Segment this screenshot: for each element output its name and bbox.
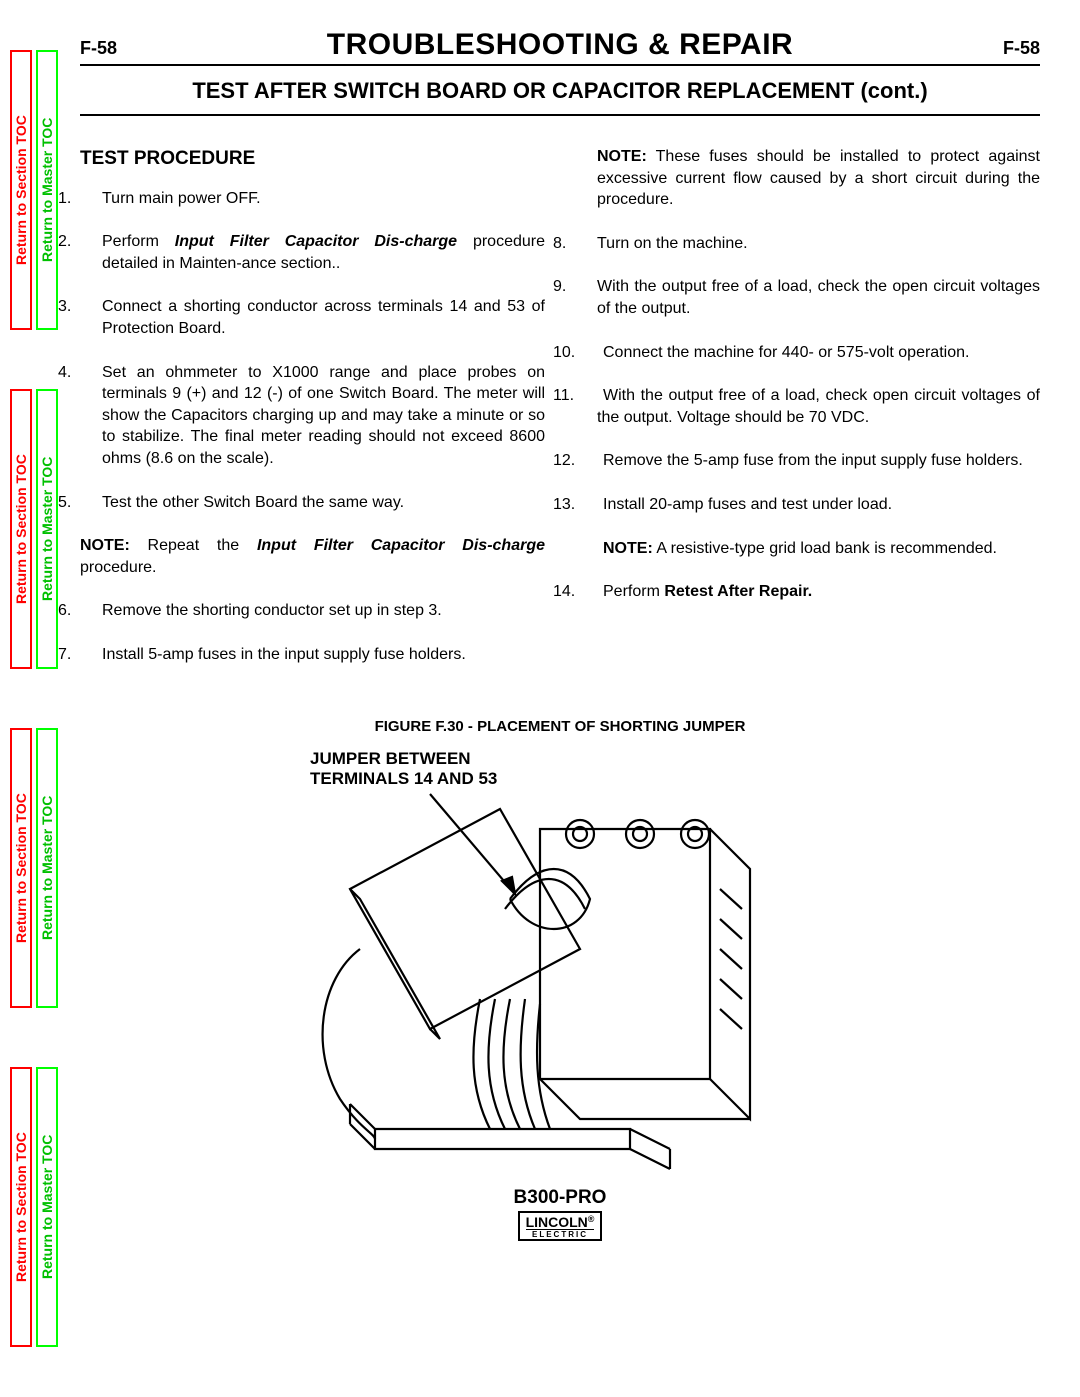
emphasis: Retest After Repair. (664, 583, 812, 600)
step-7: 7.Install 5-amp fuses in the input suppl… (80, 644, 545, 666)
step-text: With the output free of a load, check op… (597, 387, 1040, 426)
return-master-toc-link[interactable]: Return to Master TOC (36, 50, 58, 330)
page-code-left: F-58 (80, 38, 117, 59)
step-text: Install 20-amp fuses and test under load… (603, 496, 892, 513)
section-title: TEST AFTER SWITCH BOARD OR CAPACITOR REP… (80, 78, 1040, 116)
page-code-right: F-58 (1003, 38, 1040, 59)
step-11: 11.With the output free of a load, check… (575, 385, 1040, 428)
right-column: NOTE: These fuses should be installed to… (575, 146, 1040, 688)
figure-caption: FIGURE F.30 - PLACEMENT OF SHORTING JUMP… (80, 718, 1040, 735)
toc-pair: Return to Section TOC Return to Master T… (10, 1067, 62, 1347)
model-number: B300-PRO (80, 1187, 1040, 1209)
left-column: TEST PROCEDURE 1.Turn main power OFF. 2.… (80, 146, 545, 688)
logo-subbrand: ELECTRIC (526, 1229, 595, 1239)
step-5: 5.Test the other Switch Board the same w… (80, 492, 545, 514)
figure-diagram (280, 749, 840, 1179)
step-8: 8.Turn on the machine. (575, 233, 1040, 255)
lincoln-logo: LINCOLN® ELECTRIC (518, 1211, 603, 1241)
step-text: Install 5-amp fuses in the input supply … (102, 646, 466, 663)
step-text: Turn on the machine. (597, 235, 748, 252)
step-12: 12.Remove the 5-amp fuse from the input … (575, 450, 1040, 472)
procedure-heading: TEST PROCEDURE (80, 146, 545, 172)
content-columns: TEST PROCEDURE 1.Turn main power OFF. 2.… (80, 146, 1040, 688)
page-body: F-58 TROUBLESHOOTING & REPAIR F-58 TEST … (80, 28, 1040, 1377)
note-repeat: NOTE: Repeat the Input Filter Capacitor … (80, 535, 545, 578)
page-footer: B300-PRO LINCOLN® ELECTRIC (80, 1187, 1040, 1242)
return-section-toc-link[interactable]: Return to Section TOC (10, 1067, 32, 1347)
return-master-toc-link[interactable]: Return to Master TOC (36, 389, 58, 669)
note-label: NOTE: (80, 537, 130, 554)
sidebar-toc: Return to Section TOC Return to Master T… (10, 50, 62, 1347)
return-section-toc-link[interactable]: Return to Section TOC (10, 728, 32, 1008)
return-section-toc-link[interactable]: Return to Section TOC (10, 50, 32, 330)
step-text: Connect a shorting conductor across term… (102, 298, 545, 337)
page-title: TROUBLESHOOTING & REPAIR (327, 28, 793, 62)
step-text: Connect the machine for 440- or 575-volt… (603, 344, 969, 361)
jumper-diagram-svg (280, 749, 840, 1179)
step-text: Set an ohmmeter to X1000 range and place… (102, 364, 545, 467)
step-text: Perform (102, 233, 175, 250)
emphasis: Input Filter Capacitor Dis-charge (175, 233, 457, 250)
return-section-toc-link[interactable]: Return to Section TOC (10, 389, 32, 669)
note-loadbank: NOTE: A resistive-type grid load bank is… (575, 538, 1040, 560)
step-10: 10.Connect the machine for 440- or 575-v… (575, 342, 1040, 364)
step-text: Test the other Switch Board the same way… (102, 494, 404, 511)
emphasis: Input Filter Capacitor Dis-charge (257, 537, 545, 554)
registered-icon: ® (588, 1214, 595, 1224)
toc-pair: Return to Section TOC Return to Master T… (10, 728, 62, 1008)
step-3: 3.Connect a shorting conductor across te… (80, 296, 545, 339)
note-text: procedure. (80, 559, 157, 576)
logo-brand: LINCOLN (526, 1214, 588, 1230)
step-text: Turn main power OFF. (102, 190, 261, 207)
step-text: With the output free of a load, check th… (597, 278, 1040, 317)
step-1: 1.Turn main power OFF. (80, 188, 545, 210)
return-master-toc-link[interactable]: Return to Master TOC (36, 728, 58, 1008)
step-text: Perform (603, 583, 664, 600)
page-header: F-58 TROUBLESHOOTING & REPAIR F-58 (80, 28, 1040, 66)
note-text: A resistive-type grid load bank is recom… (653, 540, 997, 557)
note-label: NOTE: (603, 540, 653, 557)
note-fuses: NOTE: These fuses should be installed to… (575, 146, 1040, 211)
step-13: 13.Install 20-amp fuses and test under l… (575, 494, 1040, 516)
step-14: 14.Perform Retest After Repair. (575, 581, 1040, 603)
step-2: 2.Perform Input Filter Capacitor Dis-cha… (80, 231, 545, 274)
step-6: 6.Remove the shorting conductor set up i… (80, 600, 545, 622)
step-4: 4.Set an ohmmeter to X1000 range and pla… (80, 362, 545, 470)
step-text: Remove the shorting conductor set up in … (102, 602, 442, 619)
note-text: Repeat the (130, 537, 257, 554)
note-label: NOTE: (597, 148, 647, 165)
toc-pair: Return to Section TOC Return to Master T… (10, 389, 62, 669)
step-text: Remove the 5-amp fuse from the input sup… (603, 452, 1023, 469)
toc-pair: Return to Section TOC Return to Master T… (10, 50, 62, 330)
return-master-toc-link[interactable]: Return to Master TOC (36, 1067, 58, 1347)
step-9: 9.With the output free of a load, check … (575, 276, 1040, 319)
note-text: These fuses should be installed to prote… (597, 148, 1040, 208)
